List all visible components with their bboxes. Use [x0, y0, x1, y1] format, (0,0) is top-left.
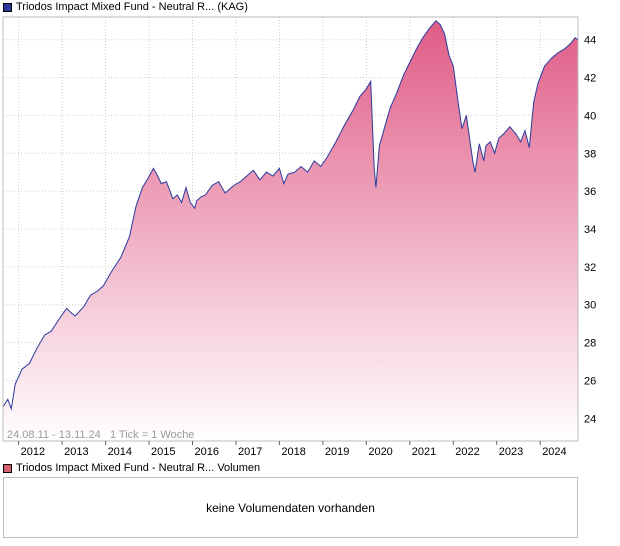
y-tick-label: 36: [584, 186, 596, 198]
x-axis: 2012 2013 2014 2015 2016 2017 2018 2019 2020 2021…: [18, 441, 567, 458]
x-tick-label: 2016: [194, 446, 218, 458]
x-tick-label: 2022: [455, 446, 479, 458]
price-area: [3, 20, 578, 442]
y-tick-label: 34: [584, 224, 596, 236]
x-tick-label: 2017: [238, 446, 262, 458]
volume-empty-message: keine Volumendaten vorhanden: [206, 500, 375, 515]
legend-price: Triodos Impact Mixed Fund - Neutral R...…: [3, 0, 248, 14]
y-tick-label: 30: [584, 300, 596, 312]
y-tick-label: 40: [584, 110, 596, 122]
plot-frame: [2, 16, 579, 442]
x-tick-label: 2012: [21, 446, 45, 458]
y-tick-label: 42: [584, 73, 596, 85]
x-tick-label: 2021: [412, 446, 436, 458]
x-tick-label: 2024: [542, 446, 566, 458]
x-tick-label: 2019: [325, 446, 349, 458]
y-tick-label: 26: [584, 375, 596, 387]
y-tick-label: 32: [584, 262, 596, 274]
x-tick-label: 2020: [368, 446, 392, 458]
y-tick-label: 38: [584, 148, 596, 160]
y-tick-label: 24: [584, 413, 596, 425]
legend-volume-label: Triodos Impact Mixed Fund - Neutral R...…: [16, 462, 261, 474]
x-tick-label: 2015: [151, 446, 175, 458]
legend-volume: Triodos Impact Mixed Fund - Neutral R...…: [3, 461, 260, 475]
date-range-footnote: 24.08.11 - 13.11.24 1 Tick = 1 Woche: [7, 429, 194, 441]
legend-swatch-price: [3, 2, 12, 12]
y-tick-label: 28: [584, 338, 596, 350]
x-tick-label: 2014: [108, 446, 132, 458]
volume-panel: keine Volumendaten vorhanden: [3, 477, 578, 538]
x-tick-label: 2023: [499, 446, 523, 458]
y-tick-label: 44: [584, 35, 596, 47]
y-axis: 24 26 28 30 32 34 36 38 40 42 44: [584, 35, 596, 426]
price-line: [2, 20, 579, 411]
x-tick-label: 2013: [64, 446, 88, 458]
legend-price-label: Triodos Impact Mixed Fund - Neutral R...…: [16, 1, 248, 13]
legend-swatch-volume: [3, 463, 12, 473]
x-tick-label: 2018: [281, 446, 305, 458]
